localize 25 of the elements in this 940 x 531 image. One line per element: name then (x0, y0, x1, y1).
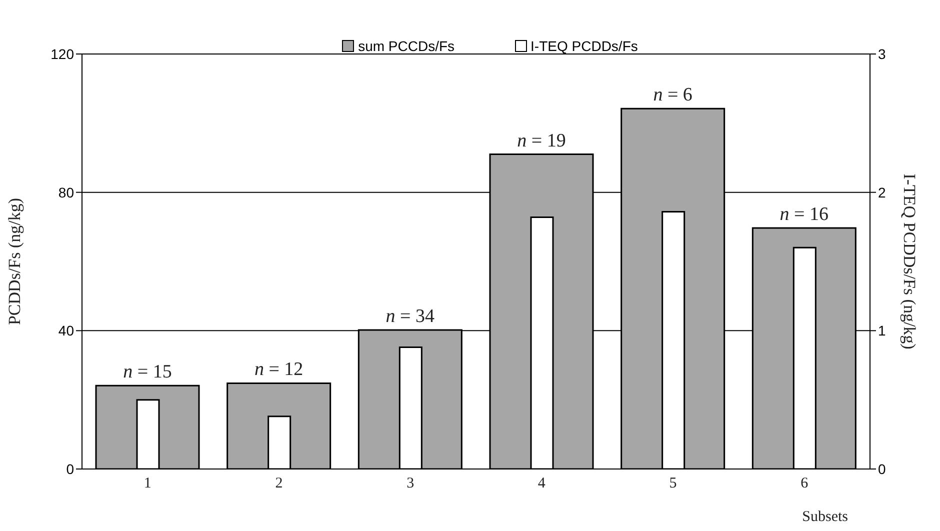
x-tick-label: 4 (538, 476, 546, 492)
x-axis-title: Subsets (802, 509, 848, 525)
annotation: n = 12 (254, 359, 304, 380)
x-tick-label: 2 (275, 476, 283, 492)
y-tick-label: 120 (50, 46, 74, 62)
y-tick-label: 0 (66, 460, 74, 477)
annotation: n = 15 (123, 362, 172, 383)
y-axis-title: PCDDs/Fs (ng/kg) (5, 198, 24, 326)
y-tick-label: 40 (58, 322, 74, 339)
y-tick-label: 80 (58, 184, 74, 200)
x-tick-label: 5 (669, 476, 677, 492)
annotation: n = 6 (653, 84, 692, 106)
annotation: n = 34 (386, 306, 436, 327)
annotation: n = 19 (517, 130, 566, 152)
y2-tick-label: 2 (878, 184, 886, 200)
annotation: n = 16 (780, 204, 829, 225)
x-tick-label: 6 (800, 476, 809, 492)
y2-tick-label: 1 (878, 322, 886, 339)
x-tick-label: 1 (144, 476, 152, 492)
x-tick-label: 3 (406, 476, 414, 492)
y2-axis-title: I-TEQ PCDDs/Fs (ng/kg) (900, 174, 919, 350)
y2-tick-label: 0 (878, 460, 886, 477)
y2-tick-label: 3 (878, 46, 886, 62)
legend-label: I-TEQ PCDDs/Fs (530, 38, 638, 54)
legend-label: sum PCCDs/Fs (358, 38, 455, 54)
